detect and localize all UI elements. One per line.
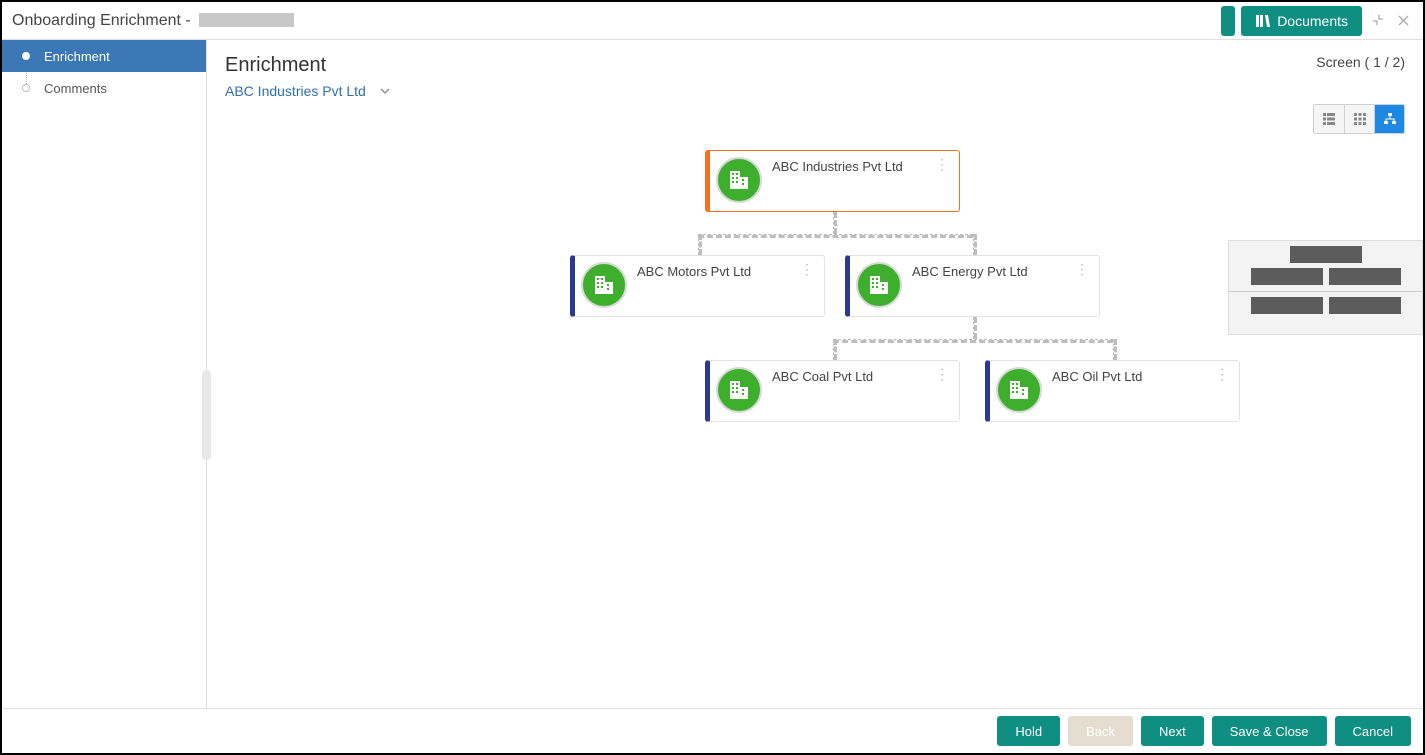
kebab-menu-icon[interactable]: ⋮ (1213, 367, 1231, 381)
minimap-node (1329, 268, 1401, 285)
tree-connector (973, 317, 977, 339)
org-node-label: ABC Coal Pvt Ltd (772, 369, 933, 384)
tree-connector (698, 234, 702, 256)
books-icon (1255, 13, 1271, 29)
sidebar: Enrichment Comments (2, 40, 207, 708)
documents-button-label: Documents (1277, 13, 1348, 29)
tree-connector (698, 234, 973, 238)
minimap[interactable] (1228, 240, 1423, 335)
kebab-menu-icon[interactable]: ⋮ (798, 262, 816, 276)
org-tree: ABC Industries Pvt Ltd⋮ ABC Motors Pvt L… (225, 150, 1405, 708)
tree-connector (833, 339, 837, 361)
tree-connector (833, 212, 837, 234)
save-close-button[interactable]: Save & Close (1212, 716, 1327, 746)
org-node[interactable]: ABC Coal Pvt Ltd⋮ (705, 360, 960, 422)
breadcrumb[interactable]: ABC Industries Pvt Ltd (225, 83, 390, 99)
view-toggle (1313, 104, 1405, 134)
sidebar-item-label: Comments (44, 81, 107, 96)
main-content: Enrichment ABC Industries Pvt Ltd Screen… (207, 40, 1423, 708)
window-title-redacted (199, 13, 294, 27)
window-title-text: Onboarding Enrichment - (12, 12, 191, 29)
timeline-dot-icon (22, 52, 30, 60)
screen-counter: Screen ( 1 / 2) (1316, 54, 1405, 70)
breadcrumb-company: ABC Industries Pvt Ltd (225, 83, 366, 99)
building-icon (856, 262, 902, 308)
minimap-node (1290, 246, 1362, 263)
back-button: Back (1068, 716, 1133, 746)
next-button[interactable]: Next (1141, 716, 1204, 746)
documents-button[interactable]: Documents (1241, 6, 1362, 36)
tree-connector (1113, 339, 1117, 361)
view-toggle-tree[interactable] (1374, 105, 1404, 133)
minimap-node (1251, 268, 1323, 285)
building-icon (716, 157, 762, 203)
building-icon (581, 262, 627, 308)
org-node-label: ABC Industries Pvt Ltd (772, 159, 933, 174)
org-node-label: ABC Energy Pvt Ltd (912, 264, 1073, 279)
header-actions: Documents (1221, 6, 1413, 36)
view-toggle-list[interactable] (1314, 105, 1344, 133)
close-icon[interactable] (1394, 13, 1413, 29)
tree-connector (833, 339, 1113, 343)
hold-button[interactable]: Hold (997, 716, 1060, 746)
collapse-icon[interactable] (1368, 13, 1388, 29)
org-node-label: ABC Oil Pvt Ltd (1052, 369, 1213, 384)
main-header: Enrichment ABC Industries Pvt Ltd Screen… (225, 54, 1405, 99)
chevron-down-icon (380, 85, 390, 97)
footer-actions: Hold Back Next Save & Close Cancel (2, 708, 1423, 753)
sidebar-item-label: Enrichment (44, 49, 110, 64)
building-icon (716, 367, 762, 413)
cancel-button[interactable]: Cancel (1335, 716, 1411, 746)
header-accent-pill (1221, 6, 1235, 36)
org-node[interactable]: ABC Oil Pvt Ltd⋮ (985, 360, 1240, 422)
sidebar-item-enrichment[interactable]: Enrichment (2, 40, 206, 72)
org-node-label: ABC Motors Pvt Ltd (637, 264, 798, 279)
body: Enrichment Comments Enrichment ABC Indust… (2, 40, 1423, 708)
kebab-menu-icon[interactable]: ⋮ (933, 367, 951, 381)
minimap-node (1251, 297, 1323, 314)
org-node[interactable]: ABC Motors Pvt Ltd⋮ (570, 255, 825, 317)
minimap-node (1329, 297, 1401, 314)
org-node[interactable]: ABC Energy Pvt Ltd⋮ (845, 255, 1100, 317)
tree-connector (973, 234, 977, 256)
window-title: Onboarding Enrichment - (12, 12, 294, 30)
org-node[interactable]: ABC Industries Pvt Ltd⋮ (705, 150, 960, 212)
timeline-dot-icon (22, 84, 30, 92)
building-icon (996, 367, 1042, 413)
kebab-menu-icon[interactable]: ⋮ (933, 157, 951, 171)
page-title: Enrichment (225, 54, 390, 77)
kebab-menu-icon[interactable]: ⋮ (1073, 262, 1091, 276)
sidebar-item-comments[interactable]: Comments (2, 72, 206, 104)
view-toggle-grid[interactable] (1344, 105, 1374, 133)
header-bar: Onboarding Enrichment - Documents (2, 2, 1423, 40)
